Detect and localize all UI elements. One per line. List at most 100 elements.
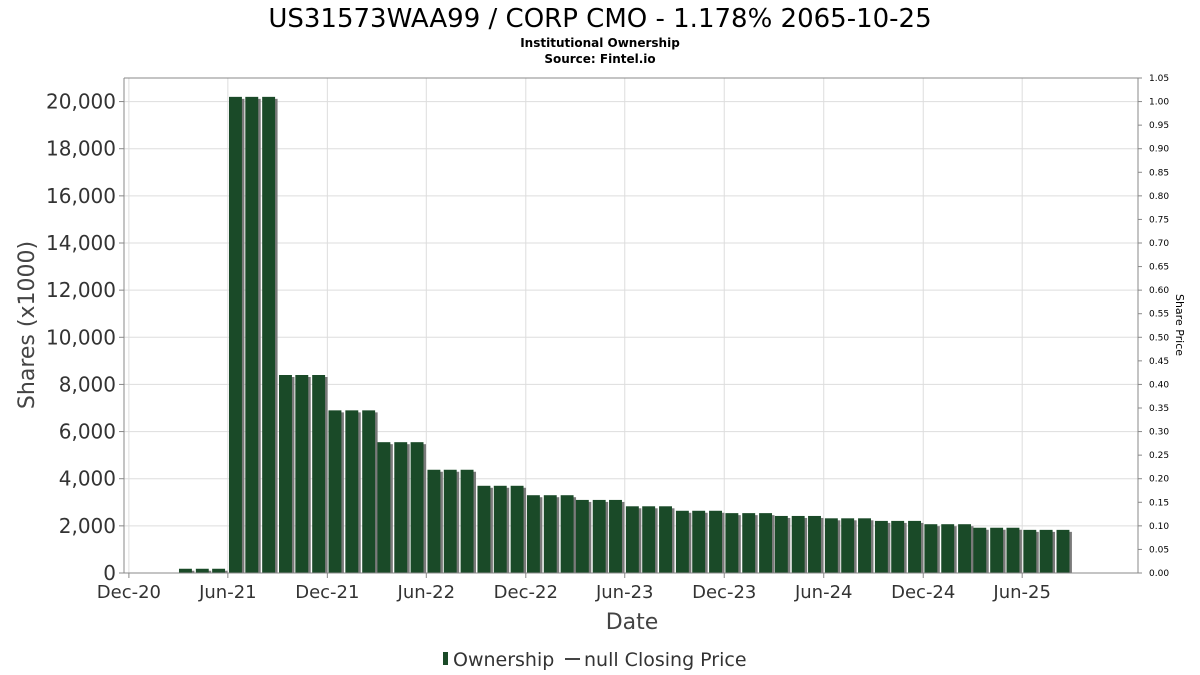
ownership-bar xyxy=(973,527,987,573)
y2-tick-label: 0.30 xyxy=(1149,428,1169,438)
ownership-bar xyxy=(742,513,756,573)
ownership-bar xyxy=(279,375,292,573)
x-tick-label: Dec-23 xyxy=(692,582,756,603)
chart-title: US31573WAA99 / CORP CMO - 1.178% 2065-10… xyxy=(268,4,931,34)
y-tick-label: 4,000 xyxy=(59,467,116,491)
y2-tick-label: 0.70 xyxy=(1149,239,1169,249)
ownership-bar xyxy=(543,495,557,573)
ownership-bar xyxy=(625,506,639,573)
ownership-bar xyxy=(1023,529,1037,573)
ownership-bar xyxy=(874,520,888,573)
ownership-bar xyxy=(709,510,722,573)
ownership-bar xyxy=(443,469,457,573)
ownership-bar xyxy=(759,513,773,573)
y-tick-label: 14,000 xyxy=(46,231,116,255)
ownership-bar xyxy=(510,485,524,573)
y2-tick-label: 1.05 xyxy=(1149,74,1169,84)
legend-ownership-swatch xyxy=(443,652,448,665)
ownership-bar xyxy=(841,518,855,573)
ownership-bar xyxy=(659,506,672,573)
y-tick-label: 6,000 xyxy=(59,420,116,444)
y-tick-label: 10,000 xyxy=(46,325,116,349)
ownership-bar xyxy=(1039,529,1053,573)
y-tick-label: 2,000 xyxy=(59,514,116,538)
ownership-bar xyxy=(675,510,689,573)
x-tick-label: Jun-24 xyxy=(794,582,853,603)
ownership-bar xyxy=(858,518,871,573)
x-axis-ticks: Dec-20 Jun-21 Dec-21 Jun-22 Dec-22 Jun-23 Dec-… xyxy=(97,573,1051,603)
ownership-bar xyxy=(560,495,574,573)
y2-tick-label: 0.40 xyxy=(1149,380,1169,390)
chart-subtitle: Institutional Ownership xyxy=(520,36,680,50)
ownership-bar xyxy=(377,442,391,573)
ownership-bar xyxy=(362,410,376,573)
y2-axis-title: Share Price xyxy=(1173,294,1186,356)
y2-tick-label: 0.75 xyxy=(1149,215,1169,225)
y-tick-label: 16,000 xyxy=(46,184,116,208)
ownership-bar xyxy=(394,442,408,573)
x-tick-label: Dec-24 xyxy=(891,582,955,603)
y-tick-label: 8,000 xyxy=(59,372,116,396)
ownership-bar xyxy=(178,568,192,573)
legend-price-label: null Closing Price xyxy=(584,649,747,671)
y2-tick-label: 0.10 xyxy=(1149,522,1169,532)
y2-tick-label: 0.15 xyxy=(1149,498,1169,508)
y2-tick-label: 0.25 xyxy=(1149,451,1169,461)
y-tick-label: 12,000 xyxy=(46,278,116,302)
y-tick-label: 18,000 xyxy=(46,137,116,161)
ownership-bars xyxy=(178,96,1087,573)
x-tick-label: Jun-23 xyxy=(595,582,654,603)
ownership-bar xyxy=(692,510,706,573)
legend-ownership-label: Ownership xyxy=(453,649,554,671)
ownership-bar xyxy=(212,568,226,573)
ownership-bar xyxy=(1056,529,1070,573)
ownership-bar xyxy=(575,499,589,573)
y2-tick-label: 0.95 xyxy=(1149,121,1169,131)
x-axis-title: Date xyxy=(606,610,659,635)
ownership-bar xyxy=(245,96,259,573)
ownership-bar xyxy=(493,485,507,573)
ownership-bar xyxy=(312,375,326,573)
ownership-bar xyxy=(460,469,474,573)
y-axis-title: Shares (x1000) xyxy=(15,241,40,409)
x-tick-label: Dec-22 xyxy=(494,582,558,603)
y-axis-ticks: 0 2,000 4,000 6,000 8,000 10,000 12,000 14,000 1… xyxy=(46,90,124,585)
y2-tick-label: 0.45 xyxy=(1149,357,1169,367)
ownership-bar xyxy=(958,524,972,573)
ownership-bar xyxy=(328,410,342,573)
ownership-bar xyxy=(295,375,309,573)
y2-tick-label: 0.60 xyxy=(1149,286,1169,296)
y2-tick-label: 0.80 xyxy=(1149,192,1169,202)
x-tick-label: Dec-21 xyxy=(295,582,359,603)
ownership-bar xyxy=(592,499,606,573)
x-tick-label: Jun-21 xyxy=(198,582,257,603)
y2-axis-ticks: 0.00 0.05 0.10 0.15 0.20 0.25 0.30 0.35 0.40 0.45… xyxy=(1138,74,1169,579)
y2-tick-label: 0.65 xyxy=(1149,263,1169,273)
ownership-bar xyxy=(808,515,821,573)
x-tick-label: Jun-25 xyxy=(992,582,1051,603)
y-tick-label: 20,000 xyxy=(46,90,116,114)
ownership-bar xyxy=(642,506,656,573)
ownership-bar xyxy=(427,469,441,573)
ownership-bar xyxy=(824,518,838,573)
ownership-bar xyxy=(609,499,622,573)
y2-tick-label: 1.00 xyxy=(1149,98,1169,108)
y-tick-label: 0 xyxy=(103,561,116,585)
legend: Ownership null Closing Price xyxy=(443,649,747,671)
ownership-bar xyxy=(477,485,491,573)
y2-tick-label: 0.35 xyxy=(1149,404,1169,414)
ownership-bar xyxy=(410,442,424,573)
ownership-bar xyxy=(262,96,276,573)
ownership-bar xyxy=(526,495,540,573)
y2-tick-label: 0.00 xyxy=(1149,569,1169,579)
ownership-bar xyxy=(791,515,805,573)
chart-source: Source: Fintel.io xyxy=(544,52,655,66)
y2-tick-label: 0.20 xyxy=(1149,475,1169,485)
ownership-bar xyxy=(229,96,242,573)
ownership-bar xyxy=(891,520,905,573)
y2-tick-label: 0.50 xyxy=(1149,333,1169,343)
ownership-bar xyxy=(725,513,739,573)
y2-tick-label: 0.55 xyxy=(1149,310,1169,320)
ownership-bar xyxy=(990,527,1004,573)
